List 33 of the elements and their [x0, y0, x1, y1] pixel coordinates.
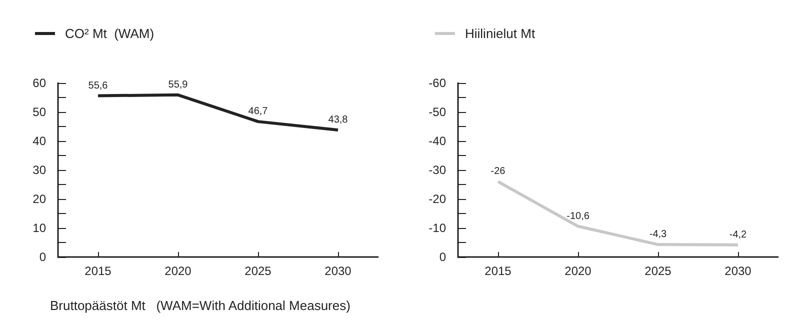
x-tick-label: 2030	[724, 264, 752, 278]
y-tick-label: 40	[32, 134, 46, 148]
y-tick-label: -50	[428, 105, 446, 119]
x-tick-label: 2025	[244, 264, 272, 278]
y-tick-label: -30	[428, 163, 446, 177]
y-tick-label: 30	[32, 163, 46, 177]
y-tick-label: -20	[428, 192, 446, 206]
y-tick-label: -60	[428, 76, 446, 90]
y-tick-label: 60	[32, 76, 46, 90]
y-tick-label: 0	[439, 250, 446, 264]
data-label: 46,7	[248, 106, 268, 118]
data-label: 55,9	[168, 79, 188, 90]
legend-label: CO² Mt (WAM)	[65, 26, 154, 41]
data-label: -26	[490, 166, 506, 178]
y-tick-label: -10	[428, 221, 446, 235]
x-tick-label: 2020	[164, 264, 192, 278]
x-tick-label: 2015	[484, 264, 512, 278]
x-tick-label: 2025	[644, 264, 672, 278]
data-label: -4,3	[649, 229, 668, 240]
legend-label: Hiilinielut Mt	[465, 26, 536, 41]
y-tick-label: 0	[39, 250, 46, 264]
y-tick-label: -40	[428, 134, 446, 148]
data-label: 43,8	[328, 114, 348, 126]
x-tick-label: 2015	[84, 264, 112, 278]
y-tick-label: 50	[32, 105, 46, 119]
data-label: 55,6	[88, 80, 108, 92]
x-axis-title: Bruttopäästöt Mt (WAM=With Additional Measures)	[50, 298, 350, 313]
y-tick-label: 10	[32, 221, 46, 235]
data-label: -10,6	[566, 210, 590, 222]
x-tick-label: 2030	[324, 264, 352, 278]
x-tick-label: 2020	[564, 264, 592, 278]
y-tick-label: 20	[32, 192, 46, 206]
data-label: -4,2	[729, 229, 748, 240]
